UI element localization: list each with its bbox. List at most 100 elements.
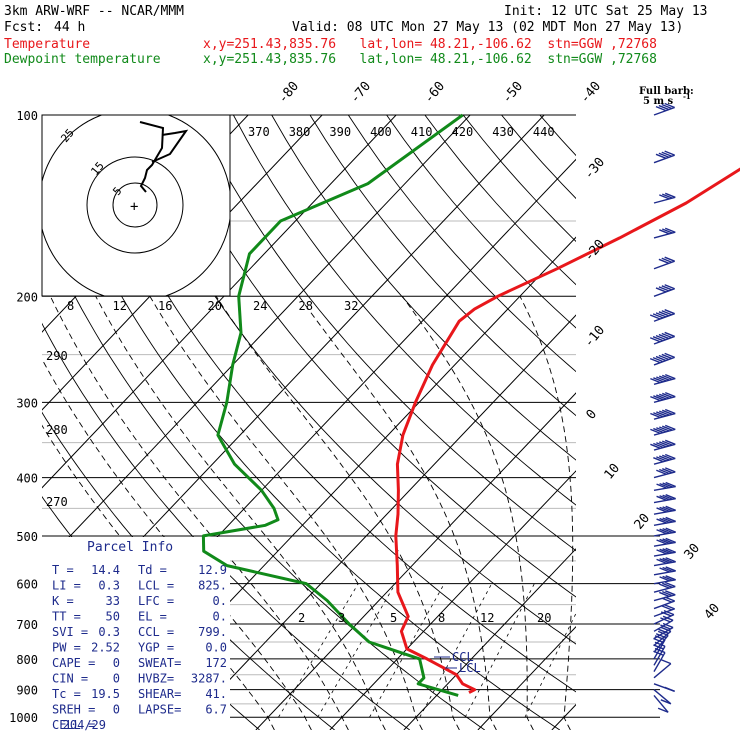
init-time: Init: 12 UTC Sat 25 May 13 xyxy=(504,4,708,19)
dry-adiabat xyxy=(386,115,576,329)
dry-adiabat xyxy=(271,115,576,461)
wind-barb-flag xyxy=(662,622,674,629)
dry-adiabat xyxy=(693,115,740,730)
wind-barb xyxy=(653,694,669,713)
parcel-row-value2: 41. xyxy=(205,687,227,701)
wind-barb-flag xyxy=(659,455,670,461)
dry-adiabat xyxy=(42,115,561,730)
wind-barb-flag xyxy=(662,615,674,621)
wind-barb-flag xyxy=(665,537,676,544)
wind-barb-flag xyxy=(654,647,666,654)
wind-barb-flag xyxy=(655,334,667,341)
wind-barb-flag xyxy=(658,311,670,317)
moist-adiabat xyxy=(601,296,634,730)
wind-barb xyxy=(653,547,676,557)
parcel-row-value2: 172 xyxy=(205,656,227,670)
pressure-label: 200 xyxy=(16,290,38,304)
wind-barb-flag xyxy=(653,442,664,449)
wind-barb-flag xyxy=(661,151,673,157)
mixing-ratio-label-lower: 3 xyxy=(338,611,345,625)
pressure-label: 500 xyxy=(16,530,38,544)
hodograph-trace-loop xyxy=(151,129,189,163)
wind-barb-flag xyxy=(655,105,667,112)
parcel-row-label2: HVBZ= xyxy=(138,672,174,686)
wind-barb-flag xyxy=(662,425,673,431)
wind-barb-flag xyxy=(656,376,667,382)
wind-barb xyxy=(653,689,672,705)
pressure-label: 700 xyxy=(16,618,38,632)
wind-barb xyxy=(653,481,676,492)
wind-barb-flag xyxy=(655,287,667,293)
isotherm-label: -10 xyxy=(582,323,609,351)
wind-barb-flag xyxy=(664,256,675,262)
dewpoint-legend: Dewpoint temperature xyxy=(4,52,161,67)
pressure-label: 1000 xyxy=(9,711,38,725)
theta-label: 430 xyxy=(492,125,514,139)
theta-label: 370 xyxy=(248,125,270,139)
isotherm-label: -50 xyxy=(500,79,527,107)
wind-barb xyxy=(653,596,675,610)
wind-barb-flag xyxy=(653,377,664,383)
moist-adiabat xyxy=(42,358,312,730)
wind-barb-flag xyxy=(665,566,676,572)
isotherm-label: -80 xyxy=(276,79,303,107)
isotherm-line xyxy=(255,392,576,730)
wind-barb-flag xyxy=(664,408,676,415)
wind-barb-flag xyxy=(664,227,676,233)
barb-key-sup: -1 xyxy=(683,92,691,101)
mixing-ratio-label: 20 xyxy=(208,299,222,313)
wind-barb xyxy=(653,256,675,270)
wind-barb xyxy=(653,659,672,679)
wind-barb-flag xyxy=(650,428,661,435)
theta-label: 440 xyxy=(533,125,555,139)
hodograph-ring xyxy=(112,182,158,228)
pressure-label: 600 xyxy=(16,578,38,592)
wind-barb-flag xyxy=(664,596,675,602)
parcel-row-value2: 3287. xyxy=(191,672,227,686)
wind-barb-flag xyxy=(659,495,670,501)
wind-barb-flag xyxy=(661,285,673,291)
wind-barb-flag xyxy=(659,567,670,573)
pressure-label: 300 xyxy=(16,396,38,410)
wind-barb xyxy=(653,494,676,504)
mixing-ratio-label-lower: 2 xyxy=(298,611,305,625)
wind-barb-flag xyxy=(662,582,673,588)
wind-barbs xyxy=(649,102,676,713)
moist-adiabat xyxy=(401,296,534,730)
wind-barb-staff xyxy=(653,694,669,713)
wind-barb-flag xyxy=(661,332,673,339)
isotherm-label: 40 xyxy=(702,601,724,623)
mixing-ratio-label-lower: 12 xyxy=(480,611,494,625)
mixing-ratio-label-lower: 8 xyxy=(438,611,445,625)
wind-barb-flag xyxy=(659,538,670,545)
wind-barb-flag xyxy=(659,375,670,381)
wind-barb xyxy=(650,391,676,404)
wind-barb-flag xyxy=(665,505,676,511)
moist-adiabat xyxy=(95,296,386,730)
wind-barb-flag xyxy=(659,583,670,589)
wind-barb-flag xyxy=(657,630,669,637)
wind-barb-flag xyxy=(661,257,673,263)
wind-barb xyxy=(649,331,675,345)
wind-barb-staff xyxy=(653,663,672,679)
wind-barb-flag xyxy=(662,517,673,523)
dry-adiabat xyxy=(118,115,576,645)
wind-barb-flag xyxy=(656,539,667,545)
wind-barb-flag xyxy=(662,409,673,415)
theta-label: 390 xyxy=(329,125,351,139)
parcel-row-label: CIN = xyxy=(52,672,88,686)
wind-barb-flag xyxy=(660,626,672,632)
wind-barb-flag xyxy=(662,482,673,488)
wind-barb-flag xyxy=(662,454,673,460)
parcel-row-label: Tc = xyxy=(52,687,81,701)
isotherm-label: 0 xyxy=(584,407,601,423)
wind-barb xyxy=(653,102,675,116)
wind-barb-flag xyxy=(655,355,667,362)
dry-adiabat xyxy=(655,115,740,730)
wind-barb-flag xyxy=(658,354,670,361)
wind-barb-flag xyxy=(649,358,661,364)
wind-barb xyxy=(649,352,675,366)
moist-adiabat xyxy=(519,296,574,730)
parcel-row-label: CAPE = xyxy=(52,656,95,670)
wind-barb-flag xyxy=(659,506,670,513)
